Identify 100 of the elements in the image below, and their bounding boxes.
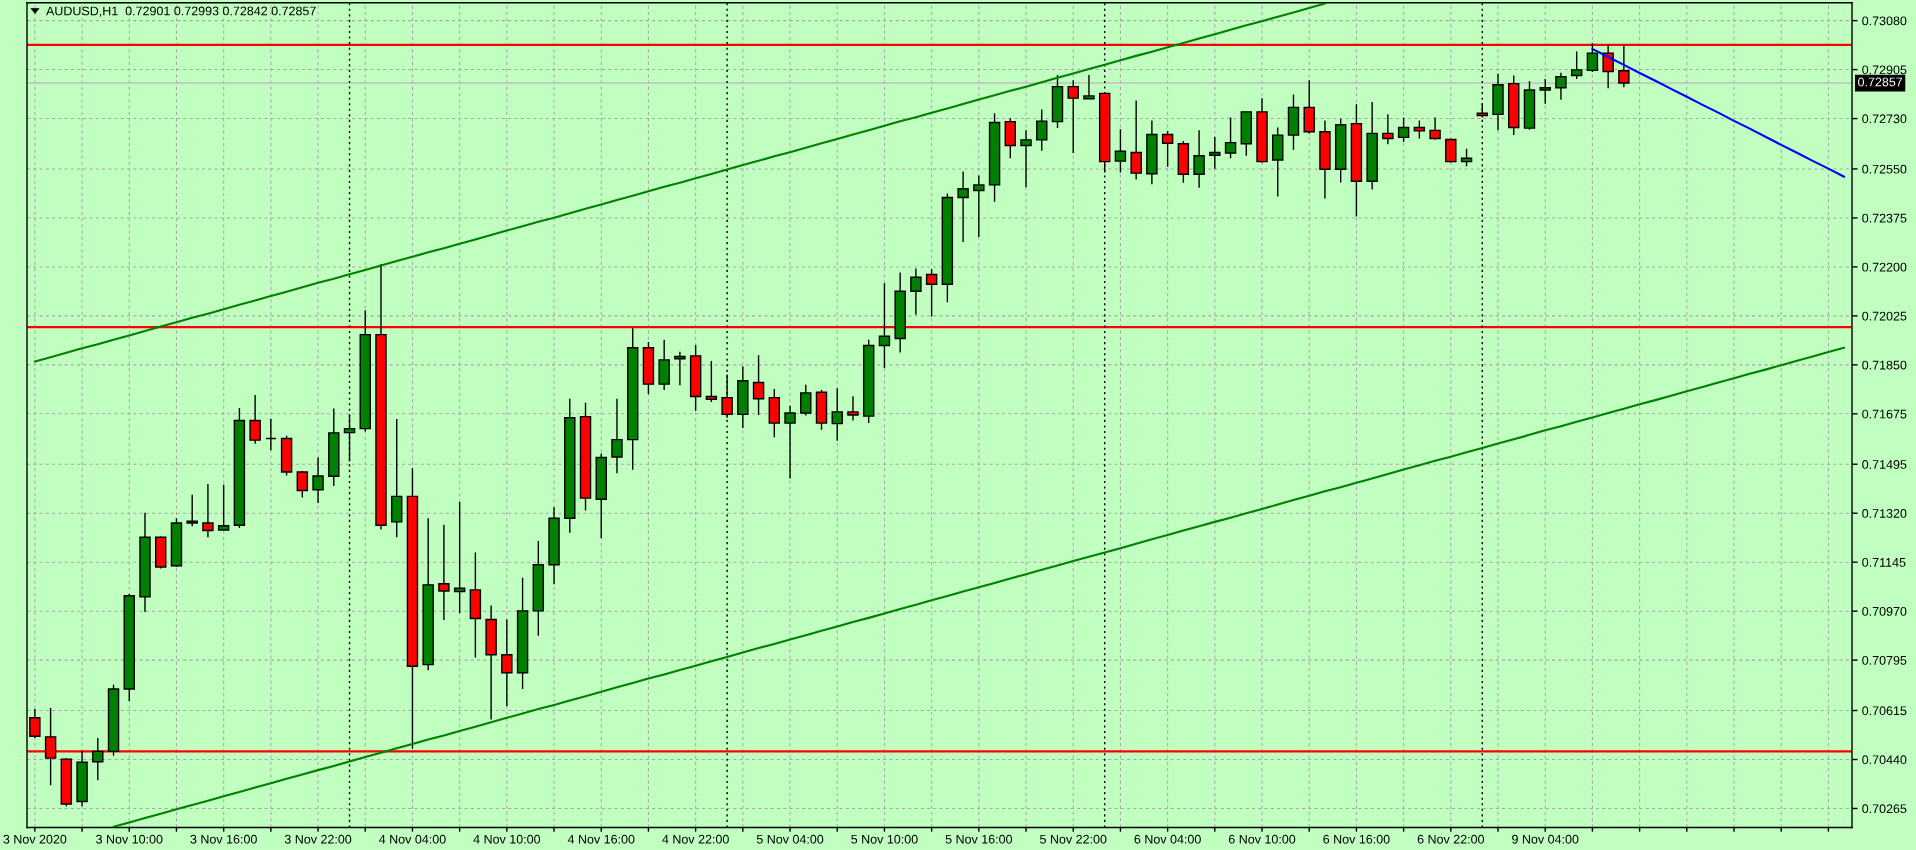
candlestick	[1051, 74, 1064, 129]
candlestick	[611, 398, 623, 474]
candlestick	[1413, 119, 1426, 140]
candlestick	[296, 470, 309, 499]
y-tick-label: 0.72025	[1862, 311, 1907, 321]
candlestick	[925, 268, 938, 318]
candlestick	[469, 551, 482, 659]
candlestick	[154, 535, 167, 570]
candlestick	[485, 604, 497, 721]
y-tick-label: 0.71320	[1862, 509, 1907, 518]
candlestick	[1130, 99, 1142, 181]
candlestick	[768, 388, 781, 439]
candlestick	[280, 434, 293, 477]
candlestick	[1445, 137, 1457, 164]
candlestick	[1146, 119, 1158, 186]
x-tick-label: 5 Nov 16:00	[945, 834, 1013, 844]
line-series	[112, 346, 1846, 828]
y-tick-label: 0.70795	[1862, 655, 1907, 665]
candlestick	[831, 387, 843, 442]
candlestick	[1492, 73, 1504, 132]
ref-line-label: 0.72857	[1858, 77, 1903, 87]
y-tick-label: 0.70440	[1862, 755, 1907, 765]
candlestick	[438, 523, 450, 621]
y-tick-label: 0.72905	[1862, 65, 1907, 75]
candlestick	[1382, 113, 1394, 146]
candlestick	[1350, 103, 1363, 218]
candlestick	[422, 517, 434, 671]
candlestick	[1114, 128, 1127, 174]
candlestick	[957, 170, 969, 243]
candlestick	[107, 684, 120, 757]
x-tick-label: 4 Nov 16:00	[567, 834, 635, 844]
candlestick	[1523, 80, 1536, 131]
x-tick-label: 6 Nov 10:00	[1228, 834, 1296, 844]
candlestick	[894, 271, 906, 354]
candlestick	[784, 405, 796, 480]
candlestick	[800, 384, 812, 417]
candlestick	[328, 407, 340, 487]
candlestick	[1429, 116, 1441, 141]
y-tick-label: 0.70615	[1862, 706, 1907, 716]
y-tick-label: 0.71675	[1862, 409, 1907, 419]
candlestick	[705, 360, 718, 403]
candlestick	[1319, 119, 1331, 200]
y-tick-label: 0.70970	[1862, 606, 1907, 616]
y-tick-label: 0.71145	[1862, 557, 1906, 567]
candlestick	[1177, 140, 1190, 184]
y-tick-label: 0.71495	[1862, 460, 1907, 469]
y-tick-label: 0.72550	[1862, 164, 1907, 174]
candlestick	[76, 750, 88, 807]
y-tick-label: 0.71850	[1862, 360, 1907, 370]
candlestick	[1272, 126, 1284, 198]
y-tick-label: 0.73080	[1862, 16, 1907, 26]
x-tick-label: 6 Nov 04:00	[1134, 834, 1201, 844]
x-tick-label: 3 Nov 2020	[3, 834, 67, 844]
candlestick	[1193, 129, 1205, 189]
candlestick	[501, 618, 513, 708]
x-tick-label: 3 Nov 22:00	[284, 834, 352, 844]
candlestick	[92, 737, 104, 781]
candlestick	[217, 483, 230, 532]
candlestick	[1240, 110, 1253, 157]
x-tick-label: 3 Nov 10:00	[96, 834, 163, 844]
candlestick	[1161, 130, 1174, 168]
candlestick	[139, 511, 151, 613]
x-tick-label: 9 Nov 04:00	[1512, 834, 1579, 844]
candlestick	[658, 338, 670, 391]
candlestick	[312, 456, 324, 504]
chart-title: AUDUSD,H1 0.72901 0.72993 0.72842 0.72857	[46, 6, 316, 17]
candlestick	[1004, 117, 1017, 160]
line-series	[1591, 47, 1846, 178]
y-tick-label: 0.72375	[1862, 213, 1907, 223]
x-tick-label: 4 Nov 22:00	[662, 834, 729, 844]
candlestick	[1067, 79, 1079, 154]
candlestick	[721, 373, 733, 419]
candlestick	[249, 394, 261, 445]
candlestick	[737, 365, 749, 429]
y-tick-label: 0.70265	[1862, 804, 1907, 814]
candlestick	[1256, 97, 1268, 164]
candlestick	[752, 354, 765, 416]
candlestick	[674, 351, 686, 386]
y-tick-label: 0.72730	[1862, 114, 1907, 124]
candlestick	[548, 506, 560, 585]
candlestick	[1366, 101, 1378, 191]
candlestick	[910, 267, 922, 316]
candlestick	[170, 517, 183, 568]
candlestick	[202, 483, 214, 538]
candlestick	[359, 309, 371, 433]
candlestick	[265, 418, 277, 451]
candlestick	[390, 418, 403, 538]
candlestick	[233, 407, 246, 529]
x-tick-label: 4 Nov 10:00	[473, 834, 541, 844]
candlestick	[1303, 79, 1315, 135]
x-tick-label: 5 Nov 22:00	[1040, 834, 1107, 844]
candlestick	[1539, 78, 1551, 105]
candlestick	[1397, 117, 1410, 143]
candlestick	[1570, 50, 1583, 80]
candlestick	[516, 577, 529, 690]
y-tick-label: 0.72200	[1862, 262, 1907, 272]
candlestick	[1020, 129, 1032, 188]
x-tick-label: 6 Nov 22:00	[1417, 834, 1485, 844]
candlestick	[564, 398, 576, 534]
candlestick	[595, 452, 607, 539]
